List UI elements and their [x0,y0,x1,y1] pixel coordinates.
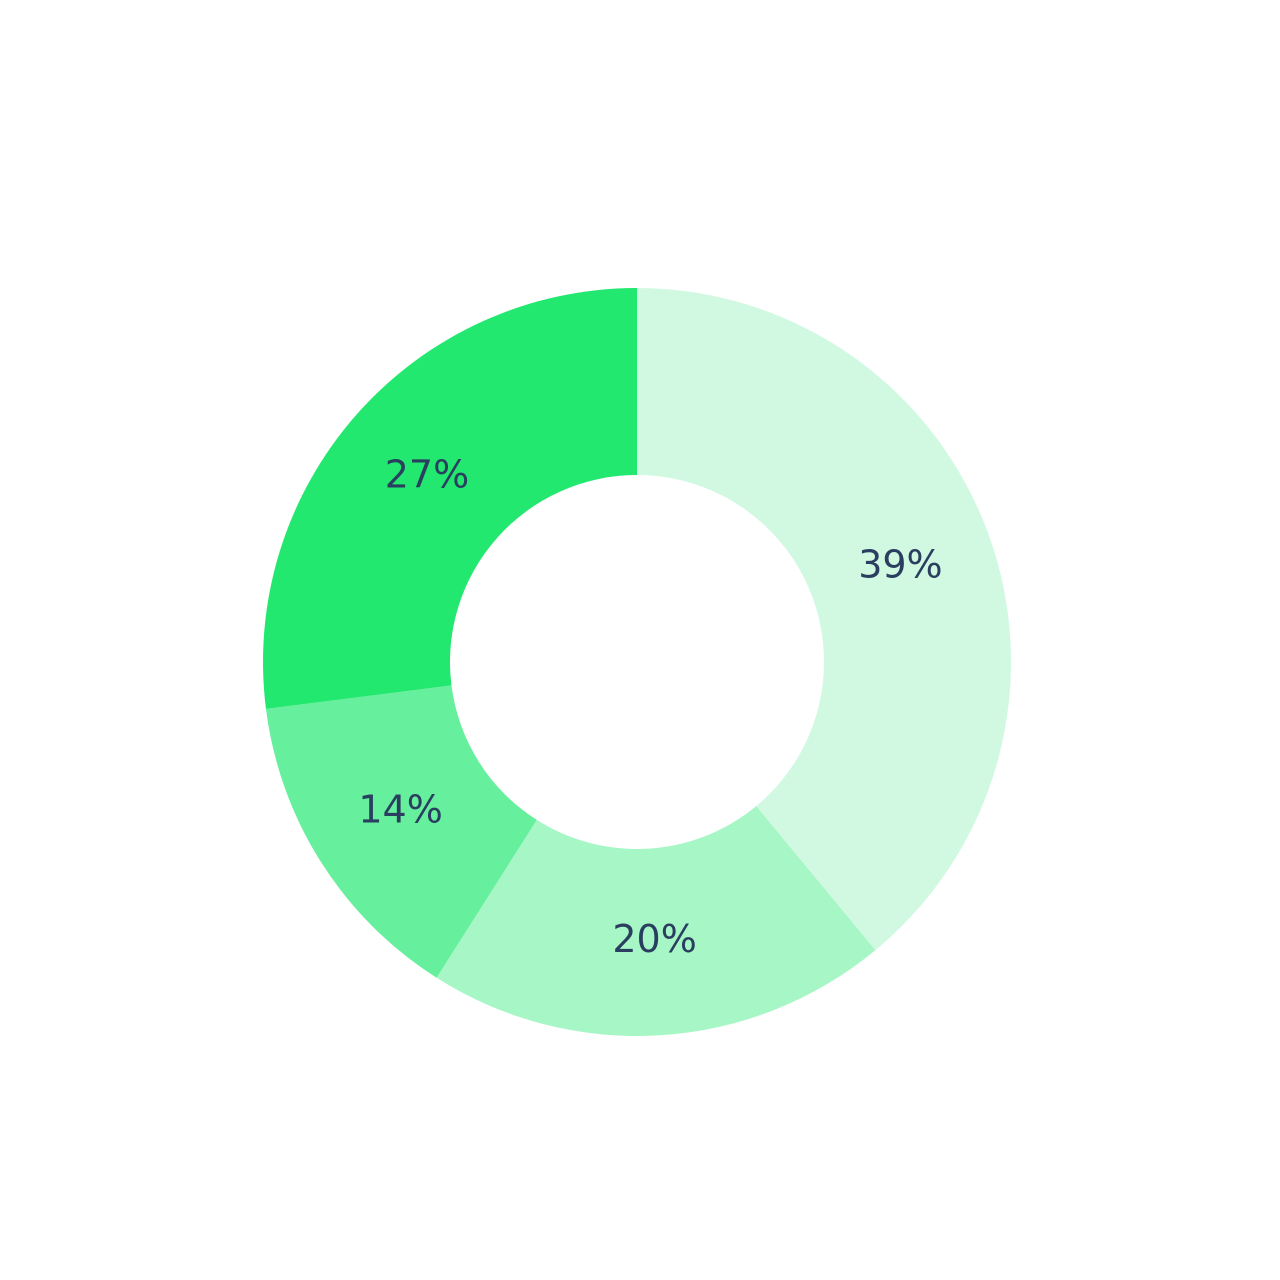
value-label: 14% [358,788,442,832]
donut-segment [262,288,637,709]
value-label: 20% [612,917,696,961]
donut-segment [265,685,537,978]
value-label: 39% [858,543,942,587]
value-label: 27% [385,452,469,496]
donut-segment [637,288,1011,951]
donut-segment [436,806,876,1036]
